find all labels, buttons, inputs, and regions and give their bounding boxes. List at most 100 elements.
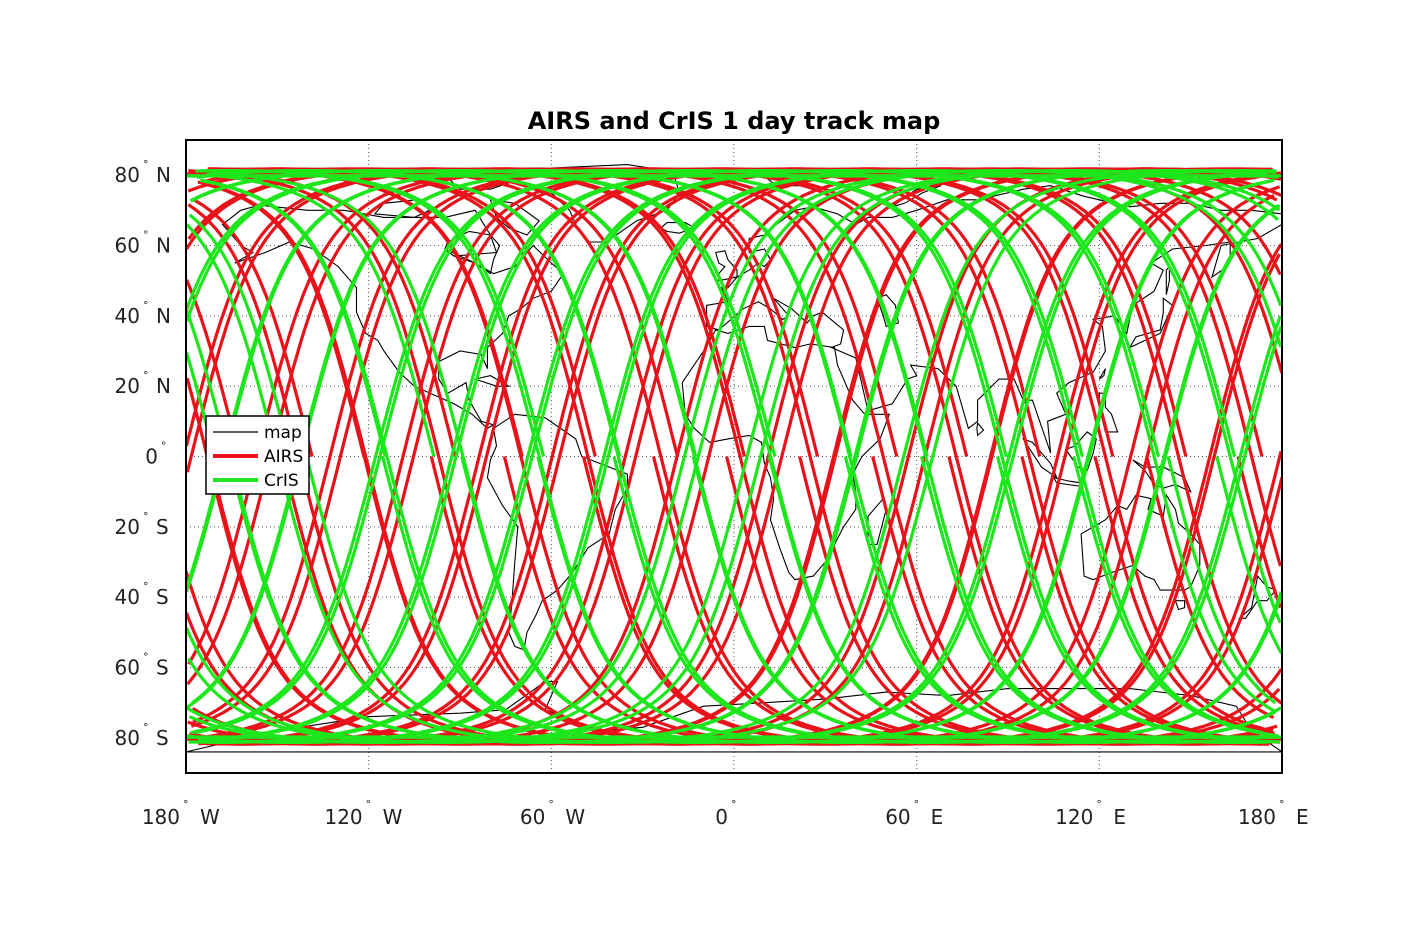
y-tick: 40 ° S [115, 580, 169, 609]
coastline-africa [681, 325, 891, 581]
y-tick-number: 0 [145, 445, 158, 469]
y-tick-degree: ° [143, 580, 149, 593]
airs-track [1145, 456, 1275, 720]
cris-track [691, 456, 1282, 744]
coastline-cuba [473, 375, 511, 387]
x-tick: 60 ° E [885, 798, 943, 829]
airs-track [190, 167, 1042, 742]
y-tick: 60 ° N [115, 229, 171, 258]
y-axis-ticks: 80 ° N60 ° N40 ° N20 ° N0 °20 ° S40 ° S60 ° S80 ° S [115, 158, 171, 750]
y-tick-number: 40 [115, 304, 140, 328]
airs-track [429, 171, 1281, 746]
cris-track [186, 169, 777, 457]
cris-track [214, 169, 1278, 744]
x-tick-degree: ° [914, 798, 920, 811]
cris-track [188, 169, 1161, 744]
x-tick: 120° E [1055, 798, 1126, 829]
y-tick: 20 ° S [115, 510, 169, 539]
coastline-great-britain [715, 250, 738, 282]
x-tick-hemisphere: E [1113, 805, 1126, 829]
coastline-greenland [509, 164, 680, 243]
airs-track [197, 167, 1282, 746]
y-tick-degree: ° [143, 651, 149, 664]
y-tick-degree: ° [161, 440, 167, 453]
y-tick-number: 20 [115, 515, 140, 539]
x-tick: 120 ° W [324, 798, 402, 829]
y-tick-number: 60 [115, 656, 140, 680]
x-tick-number: 60 [885, 805, 910, 829]
coastline-sakhalin [1165, 265, 1170, 295]
x-tick-degree: ° [731, 798, 737, 811]
cris-track [188, 169, 1282, 744]
legend-label-airs: AIRS [264, 447, 303, 467]
y-tick: 20 ° N [115, 369, 171, 398]
x-tick: 180° E [1238, 798, 1309, 829]
y-tick: 80 ° S [115, 721, 169, 750]
x-tick-hemisphere: E [931, 805, 944, 829]
x-tick-number: 180 [142, 805, 180, 829]
coastline-north-america [221, 204, 565, 430]
y-tick-degree: ° [143, 369, 149, 382]
x-tick-hemisphere: W [565, 805, 585, 829]
x-axis-ticks: 180°W 120°W 60°W 0°60°E 120°E 180°E [142, 798, 1309, 829]
cris-track [186, 169, 1272, 744]
coastline-caspian-sea [876, 294, 900, 328]
airs-track [214, 167, 1188, 746]
x-tick-number: 120 [1055, 805, 1093, 829]
cris-track [202, 169, 1084, 743]
cris-track [304, 169, 1277, 744]
cris-track [919, 456, 1266, 744]
x-tick-hemisphere: E [1296, 805, 1309, 829]
y-tick: 60 ° S [115, 651, 169, 680]
cris-track [767, 456, 1282, 744]
cris-track [381, 170, 1263, 744]
coastline-europe-asia [706, 185, 1282, 454]
x-tick-number: 0 [715, 805, 728, 829]
y-tick: 80 ° N [115, 158, 171, 187]
chart-title: AIRS and CrIS 1 day track map [528, 107, 941, 135]
cris-track [1072, 456, 1279, 738]
y-tick-number: 80 [115, 163, 140, 187]
airs-track [206, 167, 1282, 746]
y-tick-number: 40 [115, 585, 140, 609]
x-tick-degree: ° [183, 798, 189, 811]
coastline-new-guinea [1132, 459, 1192, 493]
plot-frame [185, 139, 1283, 774]
y-tick-degree: ° [143, 158, 149, 171]
cris-track [196, 169, 1282, 744]
airs-track [191, 167, 1282, 746]
legend-label-cris: CrIS [264, 471, 299, 491]
x-tick-hemisphere: W [383, 805, 403, 829]
y-tick-number: 60 [115, 234, 140, 258]
x-tick-degree: ° [548, 798, 554, 811]
y-tick-hemisphere: N [156, 304, 171, 328]
airs-track [1093, 456, 1276, 736]
x-tick-degree: ° [1096, 798, 1102, 811]
x-tick-number: 60 [520, 805, 545, 829]
cris-track [186, 169, 1281, 744]
x-tick-hemisphere: W [200, 805, 220, 829]
x-tick: 60° W [520, 798, 585, 829]
y-tick-hemisphere: S [156, 726, 169, 750]
y-tick: 40 ° N [115, 299, 171, 328]
coastline-tasmania [1174, 600, 1186, 611]
airs-track [186, 167, 1274, 746]
coastline-sri-lanka [976, 421, 985, 437]
cris-track [186, 169, 1237, 744]
airs-track [189, 167, 1264, 746]
cris-track [1215, 456, 1282, 655]
cris-track [194, 169, 1008, 735]
y-tick-hemisphere: S [156, 515, 169, 539]
y-tick-degree: ° [143, 721, 149, 734]
airs-track [193, 198, 314, 457]
y-tick-degree: ° [143, 510, 149, 523]
cris-track [996, 456, 1281, 744]
x-tick-number: 180 [1238, 805, 1276, 829]
airs-track [947, 456, 1263, 746]
cris-track [536, 204, 1280, 744]
y-tick-degree: ° [143, 229, 149, 242]
x-tick-degree: ° [1279, 798, 1285, 811]
airs-track [1236, 456, 1282, 609]
y-tick-number: 80 [115, 726, 140, 750]
